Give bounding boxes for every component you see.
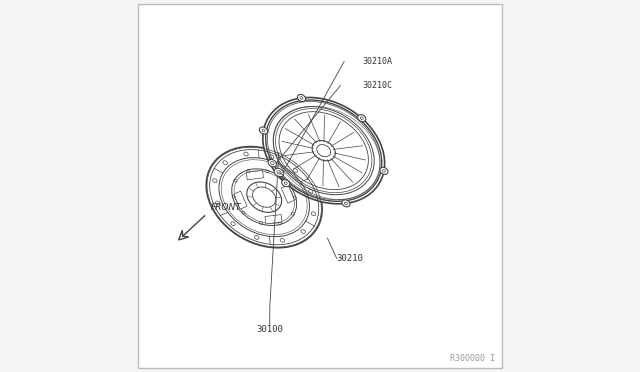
Text: FRONT: FRONT	[211, 203, 241, 212]
Text: 30210: 30210	[337, 254, 364, 263]
Ellipse shape	[342, 200, 350, 207]
Ellipse shape	[274, 168, 284, 177]
FancyBboxPatch shape	[138, 4, 502, 368]
Ellipse shape	[263, 97, 385, 204]
Text: R300000 I: R300000 I	[450, 354, 495, 363]
Polygon shape	[282, 185, 294, 203]
Text: 30100: 30100	[257, 325, 284, 334]
Polygon shape	[179, 230, 189, 240]
Polygon shape	[246, 170, 264, 180]
Text: 30210C: 30210C	[363, 81, 393, 90]
Ellipse shape	[358, 115, 366, 122]
Polygon shape	[234, 191, 247, 209]
Ellipse shape	[206, 147, 322, 248]
Text: 30210A: 30210A	[363, 57, 393, 66]
Ellipse shape	[268, 160, 276, 167]
Polygon shape	[265, 215, 282, 224]
Ellipse shape	[380, 167, 388, 174]
Ellipse shape	[298, 94, 305, 102]
Ellipse shape	[282, 180, 290, 187]
Ellipse shape	[259, 127, 268, 134]
